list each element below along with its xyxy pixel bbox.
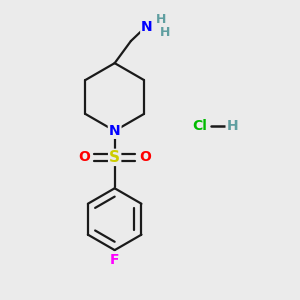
Text: H: H <box>160 26 170 39</box>
Text: Cl: Cl <box>193 119 208 134</box>
Text: H: H <box>226 119 238 134</box>
Text: F: F <box>110 253 119 266</box>
Text: H: H <box>156 14 166 26</box>
Text: N: N <box>109 124 121 138</box>
Text: O: O <box>139 150 151 164</box>
Text: S: S <box>109 150 120 165</box>
Text: N: N <box>141 20 153 34</box>
Text: O: O <box>79 150 91 164</box>
